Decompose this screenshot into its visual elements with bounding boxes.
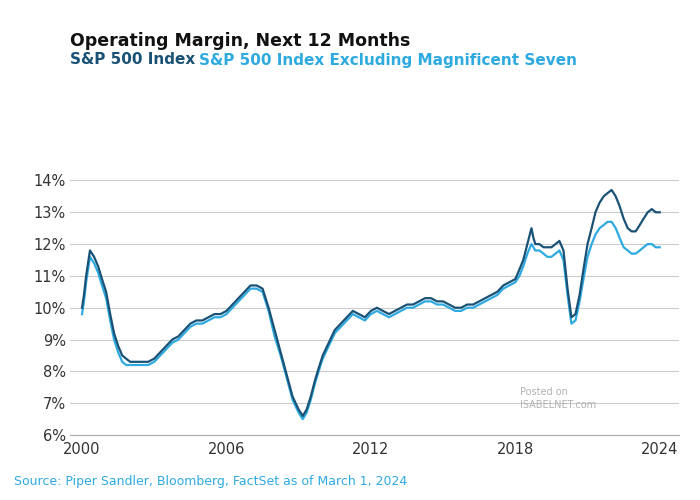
Text: Source: Piper Sandler, Bloomberg, FactSet as of March 1, 2024: Source: Piper Sandler, Bloomberg, FactSe… — [14, 474, 407, 488]
Text: Operating Margin, Next 12 Months: Operating Margin, Next 12 Months — [70, 32, 410, 50]
Text: S&P 500 Index: S&P 500 Index — [70, 52, 195, 68]
Text: Posted on
ISABELNET.com: Posted on ISABELNET.com — [520, 387, 596, 410]
Text: S&P 500 Index Excluding Magnificent Seven: S&P 500 Index Excluding Magnificent Seve… — [199, 52, 578, 68]
